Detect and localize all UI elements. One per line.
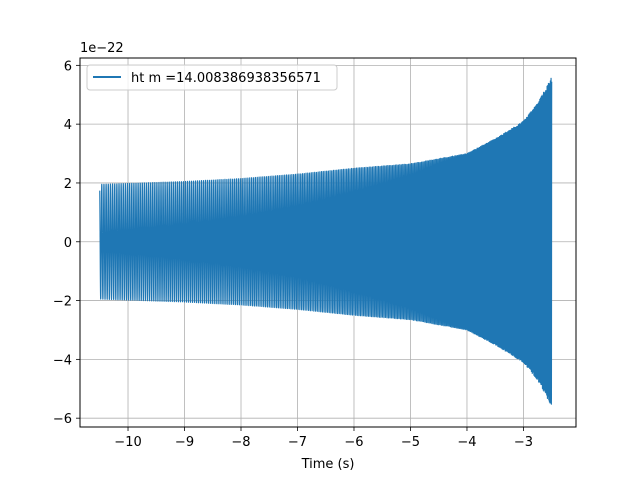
- legend: ht m =14.008386938356571: [86, 64, 338, 91]
- legend-box: [86, 64, 338, 91]
- x-tick-label: −6: [344, 435, 363, 450]
- y-tick-label: 4: [64, 118, 72, 133]
- y-tick-label: −4: [53, 353, 72, 368]
- y-tick-label: −6: [53, 412, 72, 427]
- x-tick-label: −3: [514, 435, 533, 450]
- y-tick-label: 0: [64, 236, 72, 251]
- x-ticks: −10 −9 −8 −7 −6 −5 −4 −3: [114, 427, 533, 450]
- legend-label: ht m =14.008386938356571: [131, 71, 321, 86]
- series-layer: [99, 77, 553, 405]
- y-offset-text: 1e−22: [80, 41, 124, 56]
- axes-frame: [79, 57, 577, 428]
- x-axis-label: Time (s): [301, 457, 355, 472]
- x-tick-label: −8: [231, 435, 250, 450]
- x-tick-label: −5: [401, 435, 420, 450]
- series-line-ht: [99, 77, 553, 405]
- y-tick-label: 6: [64, 59, 72, 74]
- x-tick-label: −7: [288, 435, 307, 450]
- x-tick-label: −9: [175, 435, 194, 450]
- y-tick-label: 2: [64, 177, 72, 192]
- y-tick-label: −2: [53, 295, 72, 310]
- x-tick-label: −4: [457, 435, 476, 450]
- x-tick-label: −10: [114, 435, 141, 450]
- y-ticks: −6 −4 −2 0 2 4 6: [53, 59, 80, 427]
